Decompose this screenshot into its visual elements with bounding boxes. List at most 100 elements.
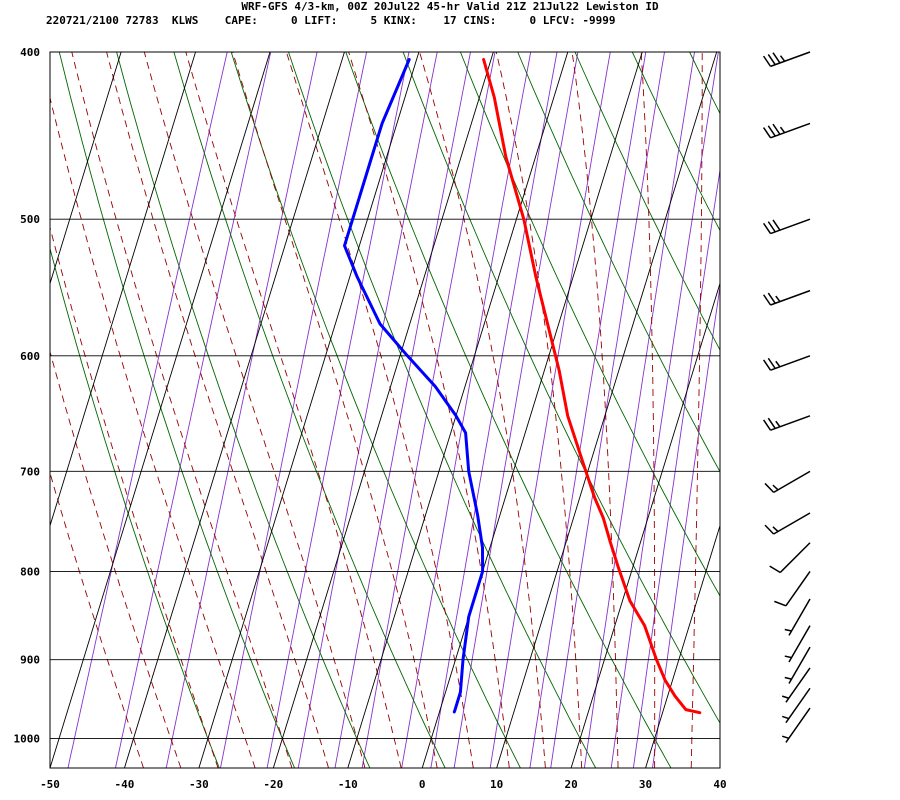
wind-barb-feather: [774, 600, 787, 607]
dewpoint-profile-line: [343, 58, 485, 714]
dry-adiabat-line: [631, 52, 720, 232]
wind-barb: [784, 598, 811, 636]
wind-barb: [762, 218, 811, 235]
mixing-ratio-line: [583, 52, 695, 768]
wind-barb-half-feather: [775, 360, 781, 368]
x-tick-label: 20: [564, 778, 577, 791]
dry-adiabat-line: [345, 52, 672, 768]
dry-adiabat-line: [862, 52, 900, 768]
y-tick-label: 600: [20, 350, 40, 363]
dry-adiabat-line: [402, 52, 720, 724]
isotherm-line: [719, 766, 720, 768]
moist-adiabat-line: [50, 350, 182, 768]
isotherm-line: [50, 52, 122, 285]
dry-adiabat-line: [173, 52, 446, 768]
wind-barb-half-feather: [784, 655, 792, 659]
moist-adiabat-line: [419, 52, 546, 768]
mixing-ratio-line: [489, 52, 611, 768]
isotherm-line: [496, 52, 718, 768]
wind-barb: [764, 512, 811, 535]
wind-barb-feather: [767, 292, 776, 304]
wind-barb-staff: [785, 570, 811, 607]
wind-barb-staff: [770, 289, 811, 306]
mixing-ratio-line: [610, 52, 719, 768]
dry-adiabat-line: [288, 52, 597, 768]
wind-barb-feather: [762, 419, 772, 431]
wind-barb-feather: [762, 127, 772, 139]
wind-barb-feather: [762, 222, 772, 234]
wind-barb-half-feather: [772, 526, 779, 533]
isotherm-line: [124, 52, 345, 768]
mixing-ratio-line: [334, 52, 471, 768]
moist-adiabat-line: [285, 52, 474, 768]
isotherm-line: [198, 52, 420, 768]
wind-barb-half-feather: [779, 55, 786, 62]
wind-barb-staff: [785, 707, 811, 743]
wind-barb-half-feather: [775, 420, 781, 428]
y-tick-label: 900: [20, 654, 40, 667]
wind-barb: [781, 667, 811, 703]
dry-adiabat-line: [58, 52, 296, 768]
dry-adiabat-line: [689, 52, 720, 115]
wind-barb: [784, 646, 811, 684]
wind-barb-feather: [767, 357, 776, 369]
wind-barb-feather: [767, 53, 776, 66]
mixing-ratio-line: [453, 52, 579, 768]
isotherm-line: [570, 281, 720, 768]
mixing-ratio-line: [632, 167, 720, 768]
wind-barb-staff: [770, 122, 811, 139]
mixing-ratio-line: [529, 52, 647, 768]
dry-adiabat-line: [804, 52, 900, 768]
x-tick-label: 10: [490, 778, 503, 791]
dry-adiabat-line: [574, 52, 720, 351]
isotherm-line: [272, 52, 494, 768]
mixing-ratio-line: [401, 52, 532, 768]
wind-barb-feather: [762, 359, 772, 371]
chart-title: WRF-GFS 4/3-km, 00Z 20Jul22 45-hr Valid …: [241, 0, 659, 13]
mixing-ratio-line: [266, 52, 410, 768]
x-tick-label: 30: [639, 778, 652, 791]
x-tick-label: -20: [263, 778, 283, 791]
wind-barb: [781, 687, 811, 724]
wind-barb-feather: [772, 52, 781, 64]
wind-barb-feather: [767, 125, 776, 137]
wind-barb-staff: [785, 687, 811, 724]
mixing-ratio-line: [361, 52, 496, 768]
dry-adiabat-line: [116, 52, 371, 768]
wind-barb: [784, 625, 811, 663]
moist-adiabat-line: [185, 52, 402, 768]
wind-barb-half-feather: [775, 295, 781, 303]
x-tick-label: -30: [189, 778, 209, 791]
mixing-ratio-line: [297, 52, 438, 768]
x-tick-label: -10: [338, 778, 358, 791]
moist-adiabat-line: [348, 52, 510, 768]
wind-barb: [762, 122, 811, 139]
wind-barb: [762, 415, 811, 431]
dry-adiabat-line: [517, 52, 720, 473]
wind-barb-half-feather: [772, 484, 779, 491]
isotherm-line: [347, 52, 569, 768]
wind-barb-feather: [772, 123, 781, 135]
moist-adiabat-line: [690, 52, 703, 768]
wind-barb: [781, 707, 811, 743]
wind-barb-half-feather: [779, 126, 786, 134]
wind-barb-feather: [772, 219, 781, 231]
wind-barb: [762, 51, 811, 68]
mixing-ratio-line: [115, 52, 272, 768]
wind-barb-staff: [770, 51, 811, 68]
wind-barb-half-feather: [781, 735, 790, 740]
wind-barb-half-feather: [784, 628, 792, 632]
isotherm-line: [794, 52, 900, 768]
wind-barb-staff: [779, 542, 811, 573]
plot-background: [50, 52, 900, 768]
moist-adiabat-line: [71, 52, 293, 768]
moist-adiabat-line: [106, 52, 329, 768]
moist-adiabat-line: [143, 52, 366, 768]
moist-adiabat-line: [50, 95, 256, 768]
wind-barb-feather: [767, 417, 776, 429]
wind-barb-staff: [785, 667, 811, 703]
wind-barb-feather: [762, 55, 772, 67]
sounding-profiles: [343, 58, 702, 715]
x-tick-label: 0: [419, 778, 426, 791]
